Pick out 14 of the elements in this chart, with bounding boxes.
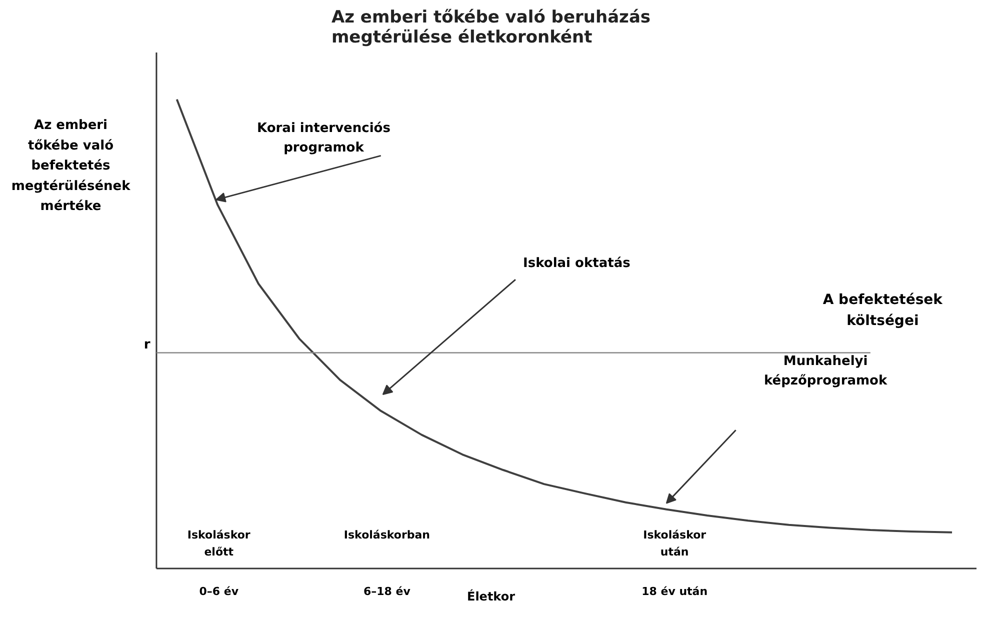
annotation: Munkahelyi képzőprogramok <box>764 354 888 389</box>
y-axis-title: Az emberi tőkébe való befektetés megtérülésének mértéke <box>11 118 131 214</box>
text: 18 év után <box>642 584 708 598</box>
annotation: Iskolai oktatás <box>523 256 631 272</box>
annotation: Iskoláskor után <box>643 528 707 559</box>
annotation: Iskoláskor előtt <box>187 528 251 559</box>
text: 0–6 év <box>199 584 240 598</box>
ref-line-label: r <box>144 338 151 353</box>
text: 6–18 év <box>364 584 412 598</box>
chart-title: Az emberi tőkébe való beruházás megtérülése életkoronként <box>331 8 651 48</box>
annotation: Iskoláskorban <box>344 528 430 542</box>
x-axis-title: Életkor <box>466 588 516 604</box>
annotation: Korai intervenciós programok <box>256 121 391 156</box>
annotation: A befektetések költségei <box>822 292 944 329</box>
